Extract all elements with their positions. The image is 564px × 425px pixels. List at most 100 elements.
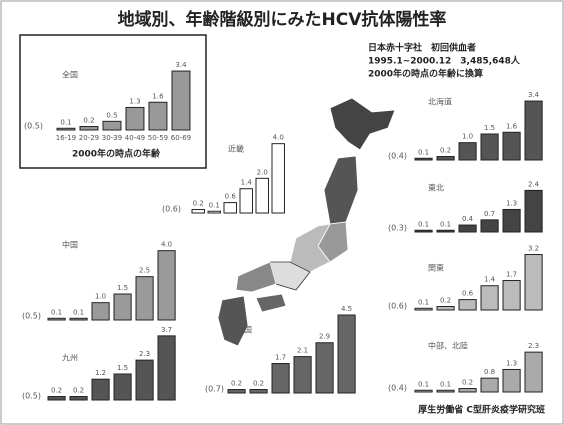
region-label: 北海道: [428, 97, 452, 107]
value-label: 1.0: [462, 133, 473, 141]
value-label: 1.3: [506, 199, 517, 207]
bar: [458, 142, 477, 161]
bar: [524, 189, 543, 233]
value-label: 2.1: [297, 347, 308, 355]
region-label: 近畿: [228, 144, 244, 154]
value-label: 1.5: [117, 284, 128, 292]
bar: [436, 229, 455, 233]
bar: [207, 210, 221, 214]
value-label: 2.0: [257, 168, 268, 176]
value-label: 0.2: [73, 387, 84, 395]
value-label: 1.0: [95, 293, 106, 301]
value-label: 0.2: [83, 117, 94, 125]
value-label: 0.1: [418, 380, 429, 388]
bar: [502, 131, 521, 161]
x-tick-label: 50-59: [148, 134, 168, 142]
value-label: 1.7: [506, 271, 517, 279]
region-label: 中国: [62, 240, 78, 250]
bar: [47, 396, 66, 401]
bar: [148, 101, 168, 131]
bar: [315, 342, 334, 394]
value-label: 3.2: [528, 245, 539, 253]
bar: [458, 224, 477, 233]
subtitle: 1995.1~2000.12 3,485,648人: [368, 55, 521, 67]
value-label: 1.7: [275, 354, 286, 362]
value-label: 0.1: [418, 220, 429, 228]
region-label: 四国: [236, 326, 252, 335]
value-label: 4.0: [161, 241, 172, 249]
bar: [157, 250, 176, 321]
value-label: 0.2: [440, 147, 451, 155]
map-kyushu: [217, 295, 249, 347]
bar: [239, 188, 253, 214]
bar: [271, 143, 285, 214]
map-chugoku: [235, 261, 277, 293]
map: [217, 97, 396, 347]
bar: [524, 254, 543, 311]
bar: [436, 389, 455, 393]
average-label: (0.4): [388, 384, 407, 393]
region-label: 九州: [62, 354, 78, 363]
bar: [191, 209, 205, 214]
value-label: 4.5: [341, 305, 352, 313]
value-label: 1.4: [484, 276, 496, 284]
bar: [458, 388, 477, 393]
subtitle: 日本赤十字社 初回供血者: [368, 42, 476, 54]
average-label: (0.6): [388, 302, 407, 311]
bar: [223, 202, 237, 214]
map-shikoku: [255, 293, 287, 313]
bar: [436, 156, 455, 161]
value-label: 0.1: [440, 380, 451, 388]
value-label: 1.2: [95, 369, 106, 377]
map-hokkaido: [329, 97, 396, 151]
value-label: 0.1: [418, 148, 429, 156]
bar: [56, 127, 76, 131]
bar: [255, 177, 269, 214]
bar: [113, 293, 132, 321]
value-label: 2.3: [139, 350, 150, 358]
x-tick-label: 30-39: [102, 134, 122, 142]
title: 地域別、年齢階級別にみたHCV抗体陽性率: [118, 9, 447, 30]
bar: [69, 317, 88, 321]
x-axis-label: 2000年の時点の年齢: [72, 148, 161, 160]
bar: [249, 389, 268, 394]
bar: [113, 373, 132, 401]
average-label: (0.5): [22, 312, 41, 321]
value-label: 0.1: [60, 118, 71, 126]
bar: [135, 359, 154, 401]
bar: [414, 307, 433, 311]
region-label: 全国: [62, 70, 78, 80]
subtitle: 2000年の時点の年齢に換算: [368, 68, 483, 80]
value-label: 1.5: [484, 124, 495, 132]
bar: [91, 378, 110, 401]
bar: [502, 208, 521, 233]
overall-box: [19, 34, 207, 169]
bar: [91, 302, 110, 321]
value-label: 2.5: [139, 267, 150, 275]
bar: [414, 229, 433, 233]
bar: [502, 280, 521, 311]
region-label: 中部、北陸: [428, 341, 468, 351]
bar: [102, 120, 122, 131]
bar: [337, 314, 356, 394]
value-label: 0.2: [231, 380, 242, 388]
bar: [480, 133, 499, 161]
value-label: 2.4: [528, 180, 540, 188]
bar: [524, 100, 543, 161]
value-label: 0.8: [484, 368, 495, 376]
bar: [125, 106, 145, 131]
value-label: 1.3: [506, 359, 517, 367]
footer: 厚生労働省 C型肝炎疫学研究班: [418, 404, 545, 416]
value-label: 0.2: [51, 387, 62, 395]
value-label: 1.6: [152, 92, 164, 100]
x-tick-label: 40-49: [125, 134, 145, 142]
bar: [480, 285, 499, 311]
value-label: 0.1: [73, 308, 84, 316]
average-label: (0.7): [205, 385, 224, 394]
bar: [171, 70, 191, 131]
bar: [524, 351, 543, 393]
average-label: (0.6): [162, 205, 181, 214]
value-label: 1.5: [117, 364, 128, 372]
bar: [47, 317, 66, 321]
average-label: (0.5): [24, 122, 43, 131]
